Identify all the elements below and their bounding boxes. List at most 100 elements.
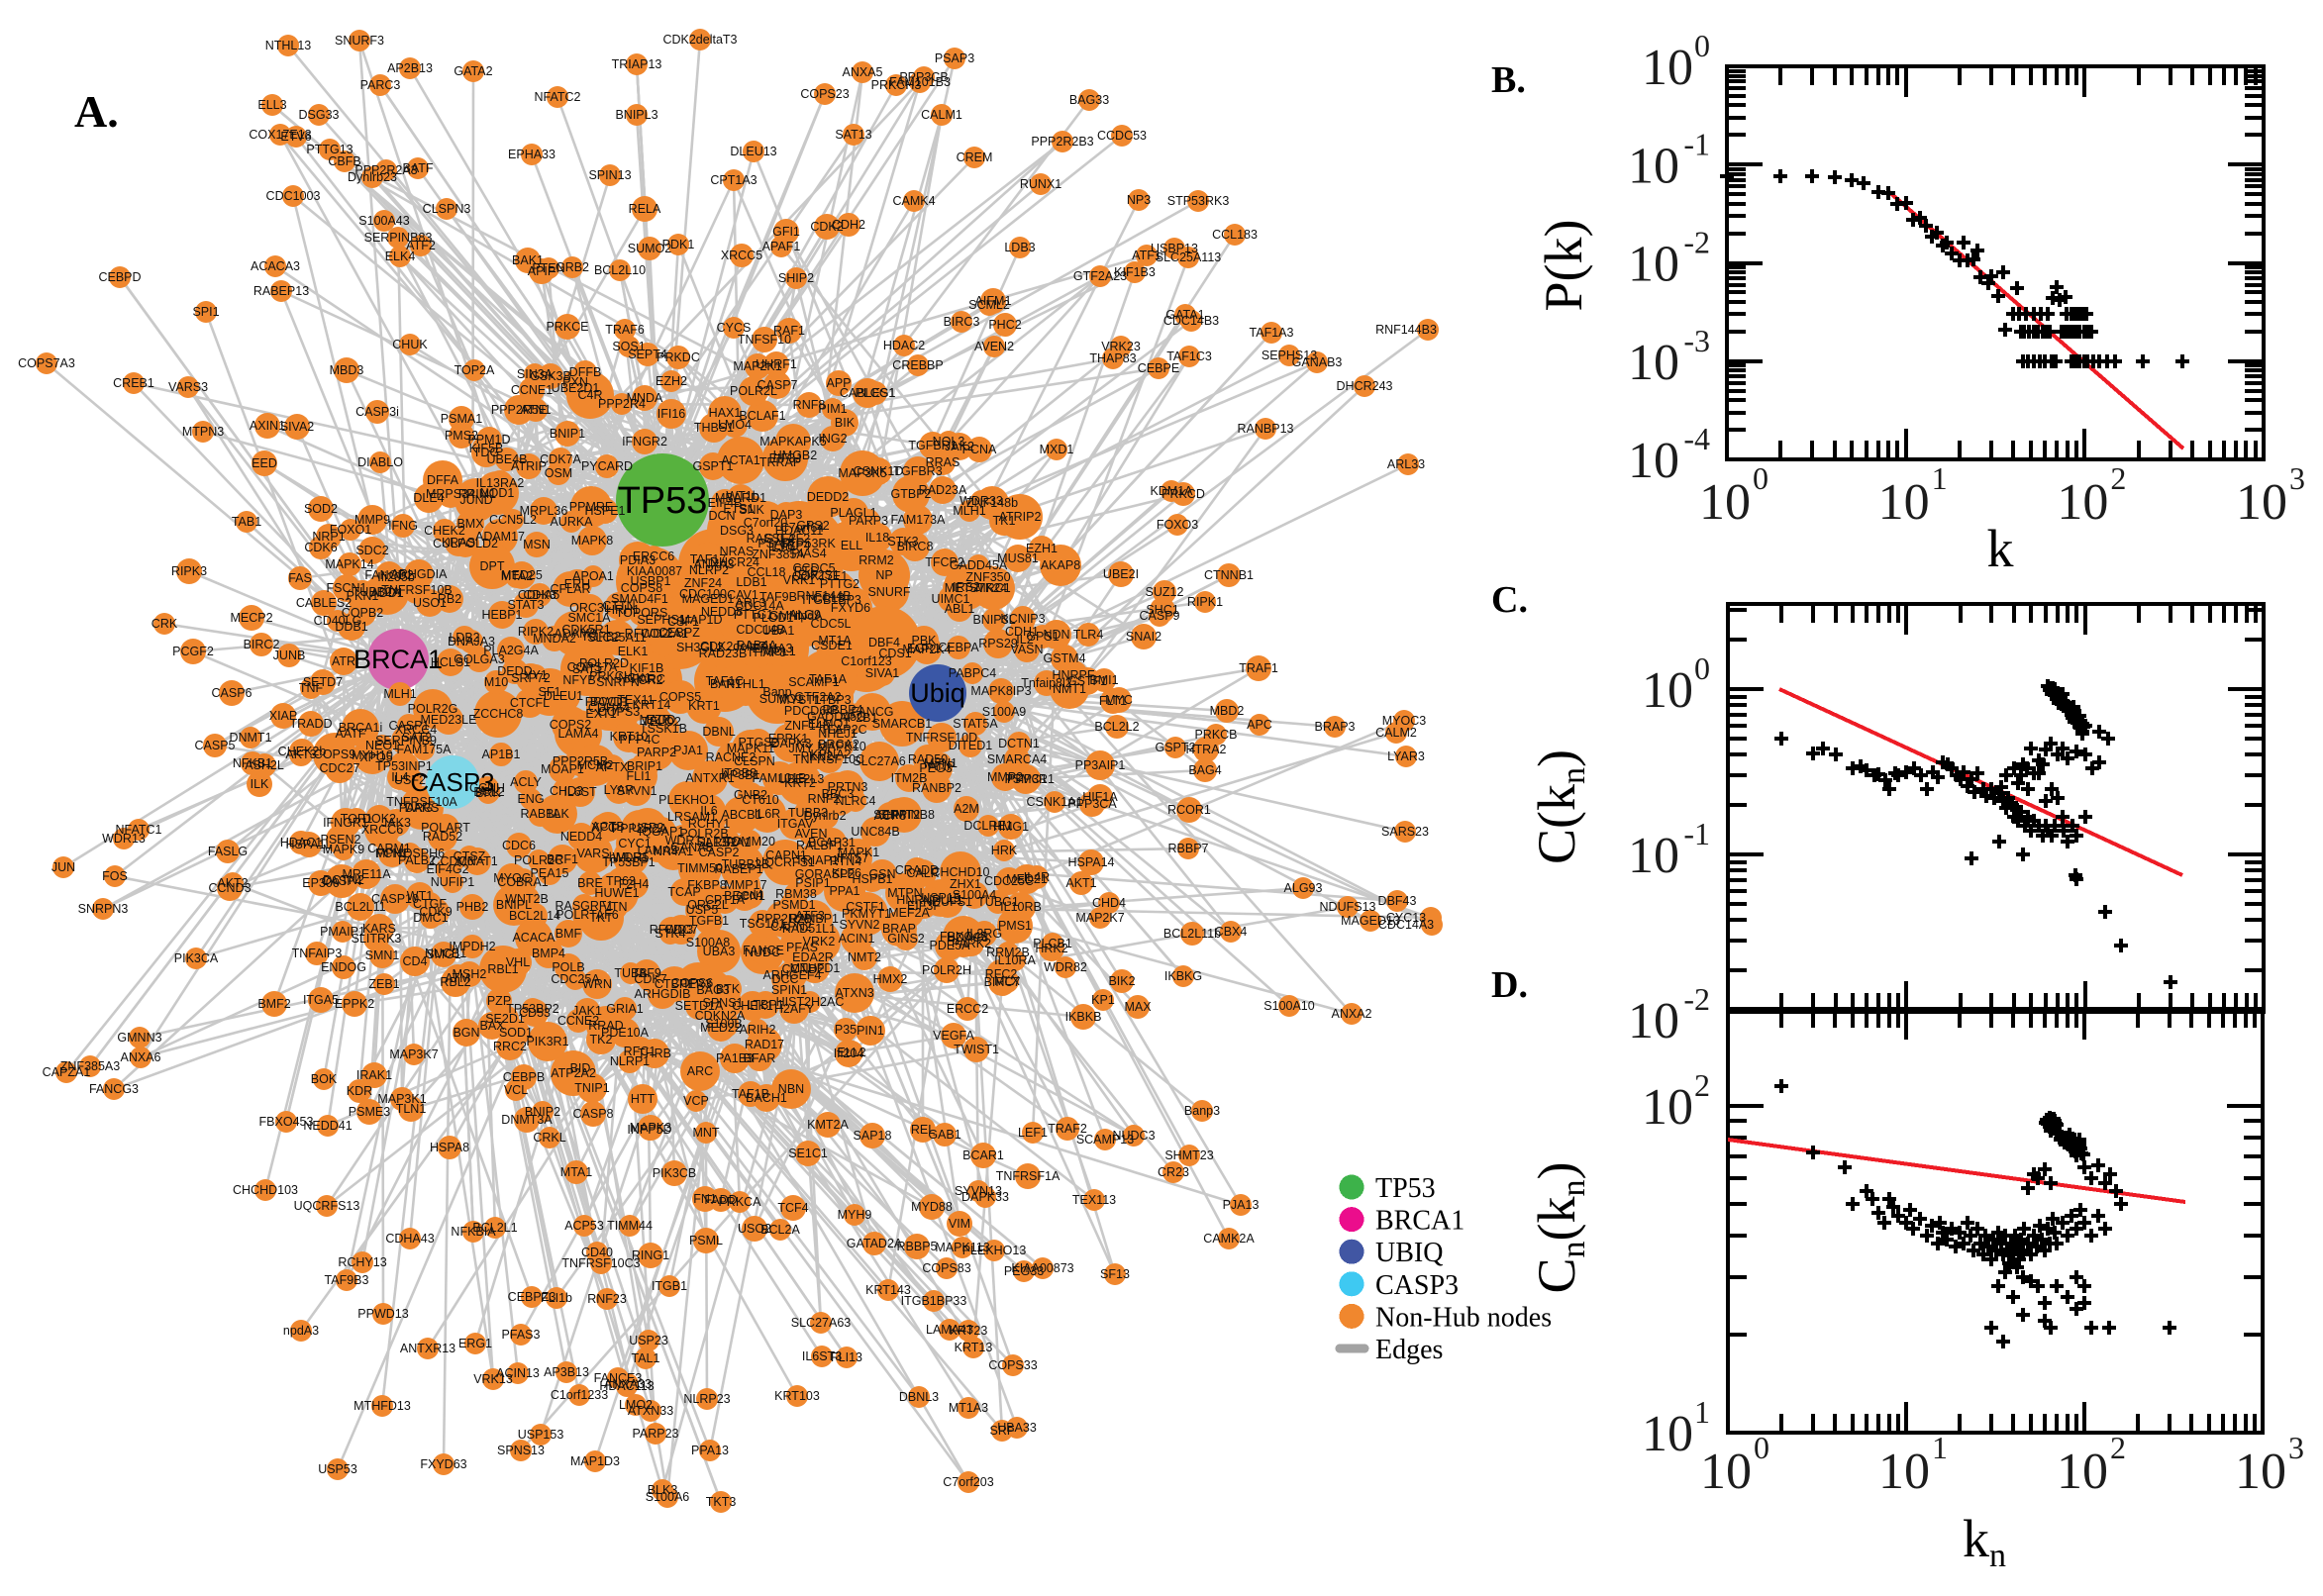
svg-text:PTTG2: PTTG2: [820, 577, 859, 591]
svg-text:RRC2: RRC2: [493, 1040, 527, 1053]
svg-text:PA1B3: PA1B3: [716, 1051, 754, 1065]
svg-text:ORC2L: ORC2L: [687, 898, 729, 912]
svg-text:SCML2: SCML2: [968, 298, 1010, 312]
svg-text:-1: -1: [1683, 816, 1710, 851]
svg-text:FOS: FOS: [102, 869, 128, 883]
svg-text:DBF43: DBF43: [1378, 894, 1417, 908]
svg-text:HIST2H2AC: HIST2H2AC: [776, 995, 845, 1009]
svg-text:IKBKG: IKBKG: [1164, 969, 1202, 983]
svg-text:JAK3: JAK3: [381, 816, 411, 830]
svg-text:PLCB1: PLCB1: [1033, 937, 1072, 950]
svg-text:SHC1: SHC1: [1146, 603, 1178, 617]
svg-text:USP53: USP53: [318, 1462, 357, 1476]
svg-text:UBIQ: UBIQ: [1375, 1238, 1443, 1268]
svg-text:BCL2A: BCL2A: [760, 1223, 800, 1237]
svg-text:BCL2L11: BCL2L11: [335, 900, 385, 914]
svg-text:MAP3K7: MAP3K7: [389, 1047, 438, 1061]
svg-text:CHCHD103: CHCHD103: [233, 1183, 298, 1197]
svg-text:IL6ST3: IL6ST3: [802, 1349, 842, 1363]
svg-text:DLEU13: DLEU13: [730, 145, 776, 158]
svg-text:RBM38: RBM38: [775, 887, 817, 901]
svg-text:TRADD: TRADD: [289, 717, 332, 731]
svg-text:SARS23: SARS23: [1381, 825, 1429, 839]
svg-text:PSAP3: PSAP3: [935, 51, 974, 65]
svg-text:TUBB2B: TUBB2B: [722, 857, 770, 871]
svg-text:TRAF1: TRAF1: [1239, 661, 1278, 675]
svg-text:USP153: USP153: [518, 1428, 564, 1442]
svg-text:SAT13: SAT13: [835, 128, 871, 142]
svg-text:FANCE3: FANCE3: [594, 1371, 643, 1385]
svg-text:ANXA3: ANXA3: [694, 557, 735, 571]
svg-text:MED23LE: MED23LE: [421, 713, 477, 727]
svg-text:DIABLO: DIABLO: [357, 455, 403, 469]
svg-text:CRADD: CRADD: [895, 863, 939, 877]
svg-text:POLB: POLB: [552, 960, 584, 974]
svg-text:PIK3CA: PIK3CA: [174, 951, 219, 965]
svg-text:D.: D.: [1491, 964, 1528, 1006]
svg-text:CR2: CR2: [638, 673, 662, 687]
svg-text:TCAP: TCAP: [667, 885, 700, 899]
svg-text:SYVN1: SYVN1: [617, 784, 657, 798]
svg-text:SPIN13: SPIN13: [588, 168, 631, 182]
svg-text:LYAR3: LYAR3: [1387, 749, 1425, 763]
svg-text:MCL1: MCL1: [762, 645, 795, 658]
svg-text:NDUFS13: NDUFS13: [1320, 900, 1376, 914]
svg-text:SHMT23: SHMT23: [1164, 1148, 1213, 1162]
svg-text:SPI1: SPI1: [192, 305, 219, 319]
svg-text:BRIP1: BRIP1: [627, 759, 662, 773]
svg-text:BIRC3: BIRC3: [944, 315, 980, 329]
svg-text:BIRC2: BIRC2: [244, 638, 280, 651]
svg-text:EZH2: EZH2: [656, 374, 687, 388]
svg-text:DNMT1: DNMT1: [229, 731, 271, 745]
svg-text:KRT23: KRT23: [950, 1324, 988, 1338]
svg-text:SYVN13: SYVN13: [955, 1184, 1002, 1198]
svg-text:TAB1: TAB1: [232, 515, 261, 529]
svg-text:PLAGL1: PLAGL1: [830, 506, 876, 520]
svg-text:UHRF1: UHRF1: [756, 357, 797, 371]
svg-text:SE1C1: SE1C1: [788, 1147, 828, 1160]
svg-text:CULPOLD2: CULPOLD2: [433, 537, 498, 550]
svg-text:GFI1: GFI1: [772, 225, 800, 239]
svg-text:DCLRE1: DCLRE1: [963, 819, 1012, 833]
svg-text:PCGF2: PCGF2: [172, 645, 214, 658]
svg-text:CDK7A: CDK7A: [540, 452, 581, 466]
svg-text:HSPA14: HSPA14: [1067, 855, 1114, 869]
svg-text:GANAB3: GANAB3: [1292, 355, 1343, 369]
svg-text:CSDE1: CSDE1: [811, 639, 853, 652]
svg-text:PLOD1: PLOD1: [754, 611, 794, 625]
svg-text:ARL33: ARL33: [1387, 457, 1425, 471]
svg-text:TWIST1: TWIST1: [954, 1043, 999, 1056]
svg-text:BCL2L14: BCL2L14: [509, 909, 560, 923]
svg-text:CAV1: CAV1: [727, 588, 758, 602]
svg-text:MXD1: MXD1: [1040, 443, 1074, 456]
svg-text:MECP2: MECP2: [230, 611, 272, 625]
svg-text:USBP1: USBP1: [631, 574, 671, 588]
svg-text:PTEN: PTEN: [532, 261, 564, 275]
svg-text:BIK: BIK: [835, 416, 856, 430]
svg-text:10: 10: [1642, 40, 1693, 96]
svg-text:MAP1D: MAP1D: [679, 613, 722, 627]
svg-text:SPNS13: SPNS13: [497, 1444, 545, 1457]
svg-text:NUFIP1: NUFIP1: [431, 875, 475, 889]
svg-text:SE2D1: SE2D1: [485, 1012, 525, 1026]
svg-text:SERPINB83: SERPINB83: [364, 231, 433, 245]
svg-text:TCF4: TCF4: [777, 1201, 808, 1215]
svg-text:ATR: ATR: [332, 654, 355, 668]
svg-text:ARIH2: ARIH2: [740, 1023, 776, 1037]
svg-text:FXYD63: FXYD63: [420, 1457, 466, 1471]
svg-text:PTS: PTS: [794, 564, 818, 578]
svg-text:UBA33: UBA33: [997, 1421, 1037, 1435]
svg-text:ITGB8: ITGB8: [721, 766, 757, 780]
svg-text:FOXO3: FOXO3: [1157, 518, 1198, 532]
svg-text:Banp: Banp: [762, 685, 791, 699]
svg-text:C1orf123: C1orf123: [841, 654, 891, 668]
svg-text:10: 10: [1628, 138, 1679, 194]
svg-text:CREM: CREM: [957, 150, 993, 164]
svg-text:NEDD8: NEDD8: [701, 605, 743, 619]
svg-text:TAL1: TAL1: [632, 1351, 660, 1365]
svg-text:CDH2: CDH2: [832, 218, 865, 232]
svg-text:CDHA5: CDHA5: [518, 588, 559, 602]
svg-text:AP2B13: AP2B13: [387, 61, 433, 75]
svg-text:NFKBIA: NFKBIA: [451, 1225, 496, 1239]
svg-text:10: 10: [1628, 335, 1679, 391]
